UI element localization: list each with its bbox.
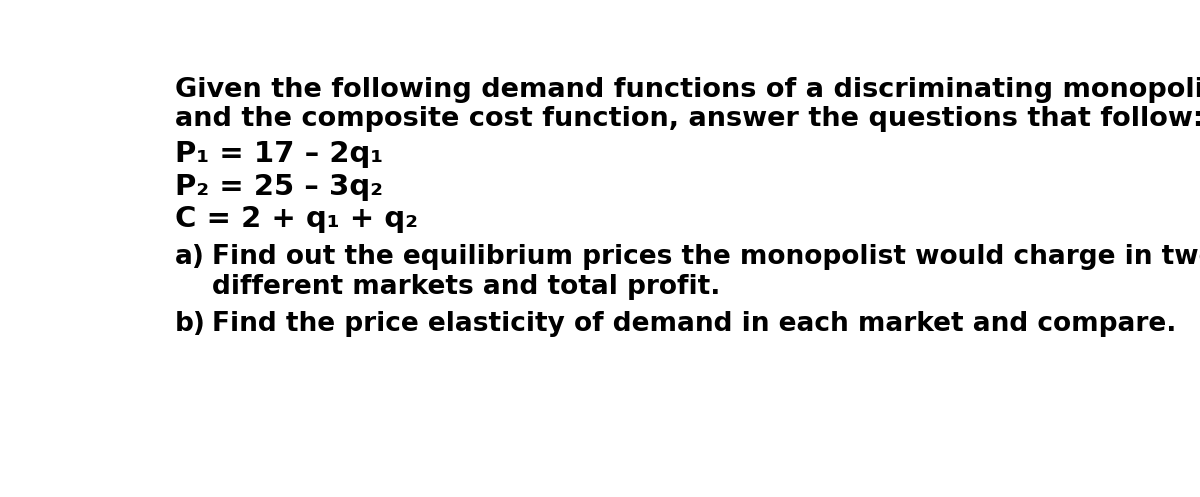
Text: and the composite cost function, answer the questions that follow:: and the composite cost function, answer … <box>175 106 1200 132</box>
Text: Find out the equilibrium prices the monopolist would charge in two: Find out the equilibrium prices the mono… <box>212 244 1200 270</box>
Text: P₁ = 17 – 2q₁: P₁ = 17 – 2q₁ <box>175 140 383 168</box>
Text: C = 2 + q₁ + q₂: C = 2 + q₁ + q₂ <box>175 205 418 233</box>
Text: Given the following demand functions of a discriminating monopolist: Given the following demand functions of … <box>175 77 1200 102</box>
Text: b): b) <box>175 311 205 337</box>
Text: a): a) <box>175 244 205 270</box>
Text: Find the price elasticity of demand in each market and compare.: Find the price elasticity of demand in e… <box>212 311 1176 337</box>
Text: P₂ = 25 – 3q₂: P₂ = 25 – 3q₂ <box>175 172 383 201</box>
Text: different markets and total profit.: different markets and total profit. <box>212 274 720 300</box>
